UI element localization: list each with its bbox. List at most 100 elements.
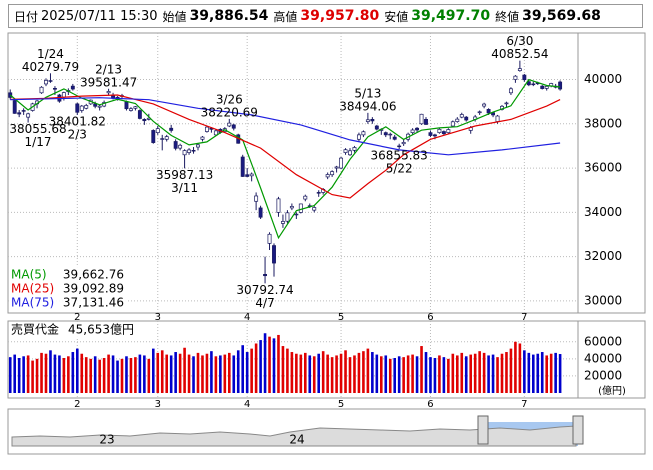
candle-body xyxy=(482,103,487,107)
candle-body xyxy=(173,141,178,149)
volume-bar xyxy=(151,348,155,393)
candle-body xyxy=(272,245,276,264)
volume-bar xyxy=(281,346,285,393)
volume-bar xyxy=(201,355,204,393)
candle-body xyxy=(204,126,209,132)
volume-bar xyxy=(165,354,169,393)
volume-bar xyxy=(447,358,450,393)
candle-body xyxy=(437,128,442,133)
candle-body xyxy=(374,125,379,130)
volume-bar xyxy=(178,353,182,393)
volume-bar xyxy=(259,340,262,393)
volume-bar xyxy=(558,354,562,393)
candle-body xyxy=(52,88,57,90)
candle-body xyxy=(124,101,129,110)
volume-bar xyxy=(169,355,173,393)
volume-bar xyxy=(125,356,128,393)
candle-body xyxy=(133,106,138,109)
volume-bar xyxy=(160,350,164,393)
volume-bar xyxy=(335,355,338,393)
volume-bar xyxy=(482,352,486,393)
volume-bar xyxy=(196,352,200,393)
volume-bar xyxy=(17,358,21,393)
candle-body xyxy=(415,127,420,131)
header-value: 39,886.54 xyxy=(189,8,269,24)
candle-body xyxy=(441,131,446,135)
candle-body xyxy=(388,133,393,136)
volume-bar xyxy=(223,354,227,393)
candle-body xyxy=(392,136,397,140)
volume-bar xyxy=(545,355,549,393)
candle-body xyxy=(93,103,98,107)
candle-body xyxy=(26,113,31,118)
volume-bar xyxy=(232,355,236,393)
volume-bar xyxy=(143,355,146,393)
annotation-date: 2/3 xyxy=(68,127,87,141)
navigator-handle-left[interactable] xyxy=(477,415,489,445)
y-tick-label: 40000 xyxy=(584,351,622,365)
candle-body xyxy=(294,213,299,216)
candle-body xyxy=(508,88,513,94)
y-tick-label: 36000 xyxy=(584,161,622,175)
legend-name: MA(25) xyxy=(11,282,54,296)
volume-bar xyxy=(71,352,75,393)
volume-bar xyxy=(438,355,441,393)
volume-bar xyxy=(473,353,477,393)
candle-body xyxy=(298,203,303,213)
candle-body xyxy=(446,129,451,133)
x-tick-label: 3 xyxy=(155,312,161,323)
volume-bar xyxy=(379,356,383,393)
ma-line xyxy=(10,97,561,156)
header-label: 始値 xyxy=(162,9,187,24)
volume-bar xyxy=(509,348,513,393)
volume-bar xyxy=(514,341,517,393)
header-value: 39,569.68 xyxy=(522,8,601,24)
candle-body xyxy=(61,92,66,98)
volume-bar xyxy=(536,353,540,393)
candle-body xyxy=(303,195,308,200)
legend-value: 39,092.89 xyxy=(63,282,124,296)
volume-bar xyxy=(84,357,88,393)
y-tick-label: 20000 xyxy=(584,368,622,382)
volume-bar xyxy=(183,347,186,393)
candle-body xyxy=(213,130,218,136)
volume-bar xyxy=(286,348,289,393)
volume-bar xyxy=(371,352,374,393)
volume-bar xyxy=(214,356,218,393)
candle-body xyxy=(540,85,545,89)
candle-body xyxy=(348,150,352,156)
volume-bar xyxy=(22,356,25,393)
volume-bar xyxy=(107,354,110,393)
volume-bar xyxy=(290,352,294,393)
volume-bar xyxy=(420,346,423,393)
candle-body xyxy=(254,195,259,202)
volume-bar xyxy=(53,354,57,393)
volume-bar xyxy=(433,358,437,393)
volume-bar xyxy=(295,353,298,393)
volume-bar xyxy=(487,355,490,393)
volume-bar xyxy=(384,355,388,393)
volume-bar xyxy=(326,354,329,393)
annotation-date: 3/26 xyxy=(216,92,243,106)
volume-bar xyxy=(268,336,271,393)
y-tick-label: 30000 xyxy=(584,293,622,307)
volume-bar xyxy=(13,354,17,393)
volume-bar xyxy=(89,358,93,393)
navigator-handle-right[interactable] xyxy=(572,415,584,445)
candle-body xyxy=(21,110,26,112)
x-tick-label: 4 xyxy=(244,312,250,323)
volume-bar xyxy=(339,353,343,393)
volume-bar xyxy=(353,355,356,393)
candle-body xyxy=(316,192,321,194)
candle-body xyxy=(84,105,89,109)
candle-body xyxy=(267,233,272,244)
candle-body xyxy=(17,112,22,115)
y-tick-label: 38000 xyxy=(584,116,622,130)
candle-body xyxy=(258,207,263,218)
volume-bar xyxy=(174,352,177,393)
candle-body xyxy=(187,149,192,153)
volume-bar xyxy=(67,356,70,393)
y-tick-label: 40000 xyxy=(584,72,622,86)
candle-body xyxy=(544,86,549,89)
